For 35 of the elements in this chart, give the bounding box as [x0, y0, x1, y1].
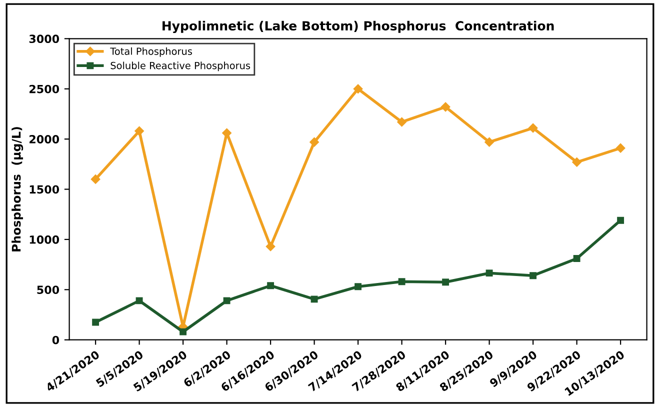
point	[354, 283, 362, 290]
point	[440, 102, 450, 112]
point	[134, 126, 144, 136]
point	[353, 84, 363, 94]
point	[398, 278, 406, 286]
chart-title: Hypolimnetic (Lake Bottom) Phosphorus Concentration	[162, 20, 554, 34]
y-tick-label: 2500	[30, 84, 60, 94]
point	[267, 282, 274, 290]
point	[486, 270, 493, 277]
point	[530, 272, 537, 280]
y-tick-label: 500	[37, 286, 60, 294]
point	[617, 216, 624, 224]
point	[397, 117, 406, 127]
y-tick-label: 2000	[30, 135, 60, 144]
legend-label: Total Phosphorus	[110, 47, 192, 57]
y-tick-label: 3000	[29, 34, 60, 44]
y-tick-label: 0	[52, 336, 60, 344]
point	[616, 143, 626, 153]
point	[572, 158, 582, 167]
point	[310, 137, 319, 147]
point	[310, 296, 318, 303]
legend-label: Soluble Reactive Phosphorus	[110, 62, 250, 72]
point	[223, 297, 230, 304]
point	[92, 318, 100, 326]
point	[90, 174, 100, 184]
point	[484, 137, 494, 147]
point	[528, 123, 538, 133]
point	[573, 255, 580, 262]
point	[442, 278, 450, 286]
point	[180, 328, 187, 336]
point	[266, 242, 276, 252]
y-axis-title: Phosphorus (µg/L)	[12, 127, 24, 252]
y-tick-label: 1500	[30, 185, 60, 194]
y-tick-label: 1000	[30, 235, 60, 244]
point	[136, 297, 143, 304]
